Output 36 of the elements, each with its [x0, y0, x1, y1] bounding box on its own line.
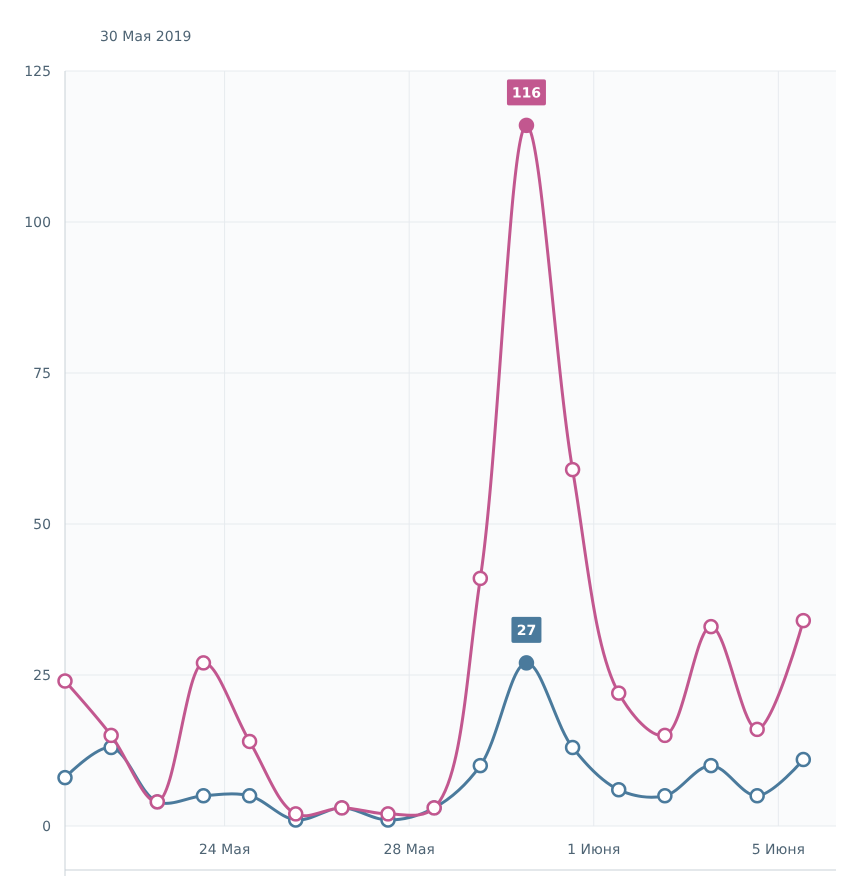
x-tick-label: 28 Мая	[383, 842, 435, 858]
y-tick-label: 0	[42, 819, 51, 835]
point	[242, 788, 258, 804]
point	[749, 722, 765, 738]
point	[564, 462, 580, 478]
y-tick-label: 100	[24, 215, 51, 231]
point	[196, 655, 212, 671]
y-tick-label: 75	[33, 366, 51, 382]
y-tick-label: 25	[33, 668, 51, 684]
point	[657, 788, 673, 804]
x-tick-label: 5 Июня	[752, 842, 805, 858]
point	[657, 728, 673, 744]
point	[103, 728, 119, 744]
y-tick-label: 125	[24, 64, 51, 80]
point	[703, 758, 719, 774]
y-tick-label: 50	[33, 517, 51, 533]
point	[796, 752, 812, 768]
point	[796, 612, 812, 628]
chart-title: 30 Мая 2019	[100, 29, 192, 45]
point	[288, 806, 304, 822]
point	[703, 618, 719, 634]
point	[610, 685, 626, 701]
point	[472, 758, 488, 774]
point	[610, 782, 626, 798]
point	[380, 806, 396, 822]
point	[749, 788, 765, 804]
annotation: 116	[512, 85, 542, 102]
point	[472, 570, 488, 586]
annotation: 27	[516, 622, 536, 639]
point	[57, 770, 73, 786]
point	[564, 740, 580, 756]
point	[57, 673, 73, 689]
point	[196, 788, 212, 804]
x-tick-label: 24 Мая	[198, 842, 250, 858]
x-tick-label: 1 Июня	[567, 842, 620, 858]
point	[242, 734, 258, 750]
